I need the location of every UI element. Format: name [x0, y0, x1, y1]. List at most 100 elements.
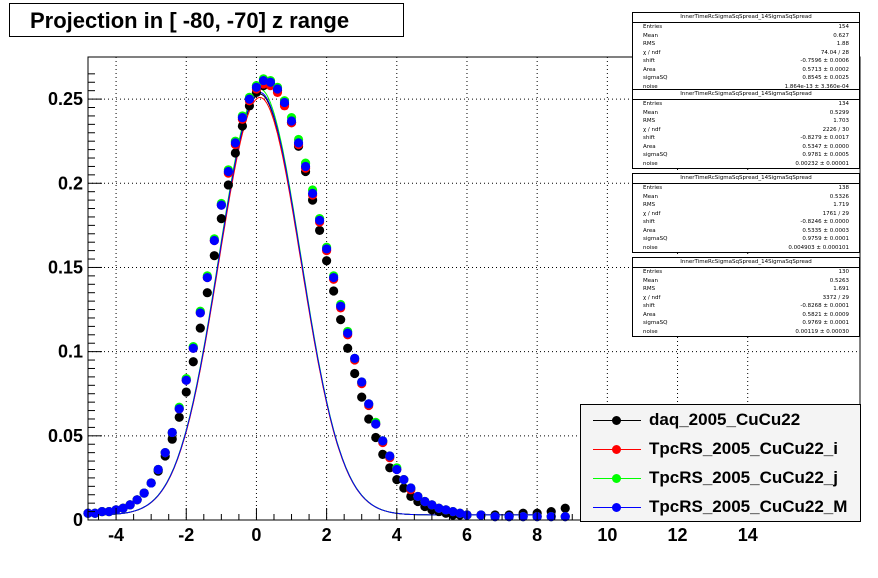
data-point [336, 315, 346, 325]
data-point [315, 225, 325, 236]
stat-row: shift -0.8268 ± 0.0001 [633, 302, 859, 311]
stat-row: noise 0.00232 ± 0.00001 [633, 160, 859, 169]
stat-key: sigmaSQ [643, 236, 668, 242]
stat-key: sigmaSQ [643, 320, 668, 326]
stat-box: InnerTimeRcSigmaSqSpread_14SigmaSqSpread… [632, 89, 860, 169]
data-point [357, 377, 367, 387]
data-point [237, 121, 247, 131]
data-point [371, 419, 381, 429]
fit-curve [88, 88, 538, 516]
stat-key: shift [643, 303, 655, 309]
stat-value: 138 [838, 185, 850, 191]
stat-key: RMS [643, 202, 656, 208]
data-point [90, 508, 100, 518]
data-point [223, 166, 233, 177]
stat-key: χ / ndf [643, 49, 661, 56]
stat-value: 0.5335 ± 0.0003 [802, 227, 849, 234]
data-point [125, 500, 135, 510]
data-point [167, 427, 177, 438]
stat-value: -0.7596 ± 0.0006 [800, 58, 849, 64]
stat-value: 134 [838, 101, 850, 107]
data-point [251, 82, 262, 92]
y-tick-label: 0.05 [48, 426, 83, 446]
stat-key: noise [643, 83, 658, 90]
legend-marker [612, 416, 621, 425]
x-tick-label: 10 [597, 525, 617, 545]
data-point [378, 436, 388, 446]
stat-row: shift -0.8279 ± 0.0017 [633, 134, 859, 143]
stat-row: Area 0.5713 ± 0.0002 [633, 66, 859, 75]
stat-value: 3372 / 29 [822, 294, 849, 301]
stat-key: RMS [643, 118, 656, 124]
stat-box-header: InnerTimeRcSigmaSqSpread_14SigmaSqSpread [633, 13, 859, 23]
data-point [504, 512, 514, 522]
data-point [223, 180, 233, 190]
data-point [560, 503, 570, 513]
stat-value: 0.8545 ± 0.0025 [802, 75, 849, 81]
stat-key: χ / ndf [643, 210, 661, 217]
stat-value: 74.04 / 28 [820, 49, 849, 56]
stat-key: noise [643, 160, 658, 167]
data-point [209, 235, 219, 246]
data-point [118, 503, 128, 513]
data-point [195, 323, 205, 333]
data-point [258, 75, 269, 86]
data-point [406, 483, 416, 493]
data-point [315, 215, 325, 225]
stat-value: 0.00119 ± 0.00030 [795, 328, 849, 335]
data-point [434, 503, 444, 513]
data-point [392, 474, 402, 485]
x-tick-label: 2 [322, 525, 332, 545]
x-tick-label: -2 [178, 525, 194, 545]
stat-key: Area [643, 66, 656, 73]
stat-value: 0.627 [833, 32, 849, 39]
legend-label: TpcRS_2005_CuCu22_M [649, 497, 848, 516]
data-point [174, 412, 184, 422]
stat-key: Entries [643, 269, 663, 275]
stat-value: 154 [838, 24, 850, 30]
data-point [420, 496, 430, 507]
data-point [364, 399, 374, 409]
x-tick-label: 6 [462, 525, 472, 545]
x-tick-label: 0 [251, 525, 261, 545]
legend-label: TpcRS_2005_CuCu22_j [649, 468, 838, 487]
fit-curves [88, 88, 538, 516]
stat-row: Entries 138 [633, 184, 859, 193]
data-point [546, 512, 556, 522]
legend-marker [612, 474, 621, 483]
stat-row: Area 0.5347 ± 0.0000 [633, 143, 859, 152]
stat-key: Entries [643, 185, 663, 191]
stat-value: 0.5263 [829, 277, 849, 284]
stat-row: noise 0.004903 ± 0.000101 [633, 244, 859, 253]
stat-key: shift [643, 58, 655, 64]
legend-item: TpcRS_2005_CuCu22_i [581, 435, 860, 464]
stat-row: χ / ndf 3372 / 29 [633, 294, 859, 303]
stat-row: χ / ndf 1761 / 29 [633, 210, 859, 219]
chart-title-box: Projection in [ -80, -70] z range [9, 3, 404, 37]
stat-value: 1761 / 29 [822, 210, 849, 217]
stat-box-header: InnerTimeRcSigmaSqSpread_14SigmaSqSpread [633, 258, 859, 268]
stat-row: RMS 1.691 [633, 285, 859, 294]
stat-value: 0.9769 ± 0.0001 [802, 320, 849, 326]
legend-label: daq_2005_CuCu22 [649, 410, 801, 429]
data-point [293, 138, 304, 148]
stat-value: -0.8279 ± 0.0017 [800, 135, 849, 141]
stat-key: sigmaSQ [643, 152, 668, 158]
stat-value: -0.8246 ± 0.0000 [800, 219, 849, 225]
stat-box: InnerTimeRcSigmaSqSpread_14SigmaSqSpread… [632, 257, 860, 337]
data-point [188, 357, 198, 367]
x-tick-label: 4 [392, 525, 402, 545]
data-point [181, 375, 191, 385]
data-point [406, 491, 416, 502]
data-point [174, 404, 184, 414]
data-point [230, 138, 240, 148]
data-point [97, 506, 107, 517]
data-point [279, 97, 290, 108]
data-point [216, 200, 226, 210]
stat-row: Area 0.5821 ± 0.0009 [633, 311, 859, 320]
y-tick-label: 0 [73, 510, 83, 530]
stat-value: 1.691 [833, 286, 849, 292]
stat-value: 0.00232 ± 0.00001 [795, 160, 849, 167]
data-point [322, 244, 332, 254]
y-tick-labels: 0 0.05 0.1 0.15 0.2 0.25 [48, 89, 83, 530]
